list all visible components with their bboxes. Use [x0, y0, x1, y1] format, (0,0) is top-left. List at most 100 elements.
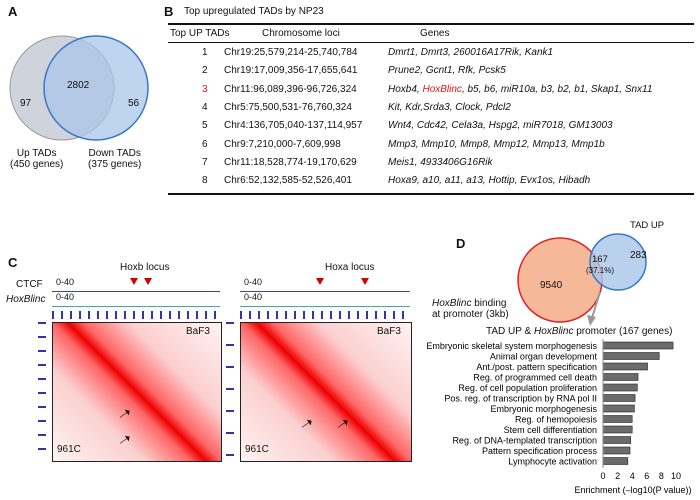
table-rank: 8	[202, 175, 208, 187]
hoxblinc-track-hoxb: 0-40	[52, 292, 220, 307]
hoxa-title: Hoxa locus	[325, 262, 375, 273]
ctcf-track-hoxa: 0-40	[240, 277, 410, 292]
hic-bottom-label: 961C	[245, 444, 269, 455]
bar-label: Reg. of programmed cell death	[473, 373, 597, 383]
bar-label: Reg. of cell population proliferation	[458, 383, 597, 393]
bar-chart: Embryonic skeletal system morphogenesisA…	[426, 339, 692, 495]
table-loci: Chr11:18,528,774-19,170,629	[224, 156, 357, 168]
table-genes: Prune2, Gcnt1, Rfk, Pcsk5	[388, 65, 506, 77]
table-rank: 5	[202, 120, 208, 132]
x-tick-label: 8	[659, 471, 664, 481]
bar	[602, 404, 635, 413]
panel-d-label: D	[456, 236, 466, 251]
venn-d	[517, 233, 647, 326]
bar	[602, 383, 638, 392]
hic-top-label: BaF3	[186, 326, 210, 337]
bar-label: Lymphocyte activation	[508, 457, 597, 467]
x-axis-label: Enrichment (–log10(P value))	[575, 485, 692, 495]
bar	[602, 446, 631, 455]
table-genes: Mmp3, Mmp10, Mmp8, Mmp12, Mmp13, Mmp1b	[388, 138, 605, 150]
hoxblinc-track-label: HoxBlinc	[6, 294, 46, 305]
binding-label: HoxBlinc binding at promoter (3kb)	[432, 298, 509, 320]
table-genes: Wnt4, Cdc42, Cela3a, Hspg2, miR7018, GM1…	[388, 120, 613, 132]
bar	[602, 352, 660, 360]
up-tads-label: Up TADs (450 genes)	[10, 148, 64, 170]
venn-tad-circle	[589, 233, 647, 291]
table-genes: Dmrt1, Dmrt3, 260016A17Rik, Kank1	[388, 47, 554, 58]
gene-annotation-vertical	[226, 322, 234, 460]
venn-only-down: 56	[128, 98, 140, 109]
table-rank: 7	[202, 156, 208, 168]
gene-annotation-hoxa	[240, 311, 410, 319]
table-rank: 6	[202, 138, 208, 150]
table-loci: Chr19:25,579,214-25,740,784	[224, 47, 358, 58]
table-rank: 3	[202, 83, 208, 95]
bar-chart-title: TAD UP & HoxBlinc promoter (167 genes)	[486, 326, 673, 337]
marker-arrow-icon	[316, 278, 324, 285]
down-tads-label: Down TADs (375 genes)	[88, 148, 142, 170]
table-loci: Chr9:7,210,000-7,609,998	[224, 138, 341, 150]
header-top: Top UP TADs	[170, 28, 230, 39]
header-genes: Genes	[420, 28, 450, 39]
hoxblinc-track-hoxa: 0-40	[240, 292, 410, 307]
bar	[602, 373, 639, 381]
venn-down-circle	[43, 35, 149, 141]
venn-only-up: 97	[20, 98, 32, 109]
table-rank: 2	[202, 65, 208, 77]
bar	[602, 394, 636, 402]
table-genes: Hoxb4, HoxBlinc, b5, b6, miR10a, b3, b2,…	[388, 83, 653, 95]
table-genes: Meis1, 4933406G16Rik	[388, 156, 493, 168]
venn-only-binding: 9540	[540, 280, 563, 291]
table-bottom-rule	[168, 193, 694, 195]
table-genes: Kit, Kdr,Srda3, Clock, Pdcl2	[388, 101, 511, 113]
table-rank: 1	[202, 47, 208, 58]
bar-label: Ant./post. pattern specification	[476, 362, 597, 372]
bar	[602, 415, 633, 423]
bar-label: Reg. of DNA-templated transcription	[452, 436, 597, 446]
table-header-rule	[168, 42, 694, 43]
bar-label: Reg. of hemopoiesis	[515, 415, 598, 425]
bar-label: Embryonic morphogenesis	[490, 404, 597, 414]
table-rank: 4	[202, 101, 208, 113]
connector-arrow	[591, 291, 601, 319]
bar-label: Embryonic skeletal system morphogenesis	[426, 341, 597, 351]
hic-bottom-label: 961C	[57, 444, 81, 455]
bar-label: Stem cell differentiation	[504, 425, 597, 435]
panel-c-label: C	[8, 255, 18, 270]
x-tick-label: 4	[630, 471, 635, 481]
x-tick-label: 0	[600, 471, 605, 481]
marker-arrow-icon	[361, 278, 369, 285]
table-loci: Chr5:75,500,531-76,760,324	[224, 101, 352, 113]
hic-top-label: BaF3	[377, 326, 401, 337]
bar	[602, 341, 674, 350]
venn-only-tad: 283	[630, 250, 647, 261]
gene-annotation-hoxb	[52, 311, 220, 319]
bar	[602, 457, 629, 465]
x-tick-label: 10	[671, 471, 681, 481]
x-tick-label: 2	[615, 471, 620, 481]
table-loci: Chr4:136,705,040-137,114,957	[224, 120, 363, 132]
table-title: Top upregulated TADs by NP23	[184, 6, 324, 17]
table-loci: Chr11:96,089,396-96,726,324	[224, 83, 357, 95]
table-loci: Chr19:17,009,356-17,655,641	[224, 65, 358, 77]
connector-arrowhead-icon	[587, 315, 596, 326]
header-loci: Chromosome loci	[262, 28, 340, 39]
venn-overlap: 2802	[67, 80, 90, 91]
venn-a	[9, 35, 149, 141]
ctcf-track-hoxb: 0-40	[52, 277, 220, 292]
venn-d-overlap-pct: (37.1%)	[586, 266, 615, 275]
bar	[602, 362, 648, 371]
panel-a-label: A	[8, 4, 18, 19]
bar	[602, 425, 633, 434]
tad-up-label: TAD UP	[630, 220, 665, 231]
hic-map-hoxb	[52, 322, 222, 462]
table-genes: Hoxa9, a10, a11, a13, Hottip, Evx1os, Hi…	[388, 175, 591, 187]
x-tick-label: 6	[644, 471, 649, 481]
hoxb-title: Hoxb locus	[120, 262, 170, 273]
ctcf-track-label: CTCF	[16, 279, 43, 290]
bar-label: Pattern specification process	[482, 446, 598, 456]
hic-map-hoxa	[240, 322, 412, 462]
bar-label: Animal organ development	[490, 352, 598, 362]
gene-annotation-vertical	[38, 322, 46, 460]
